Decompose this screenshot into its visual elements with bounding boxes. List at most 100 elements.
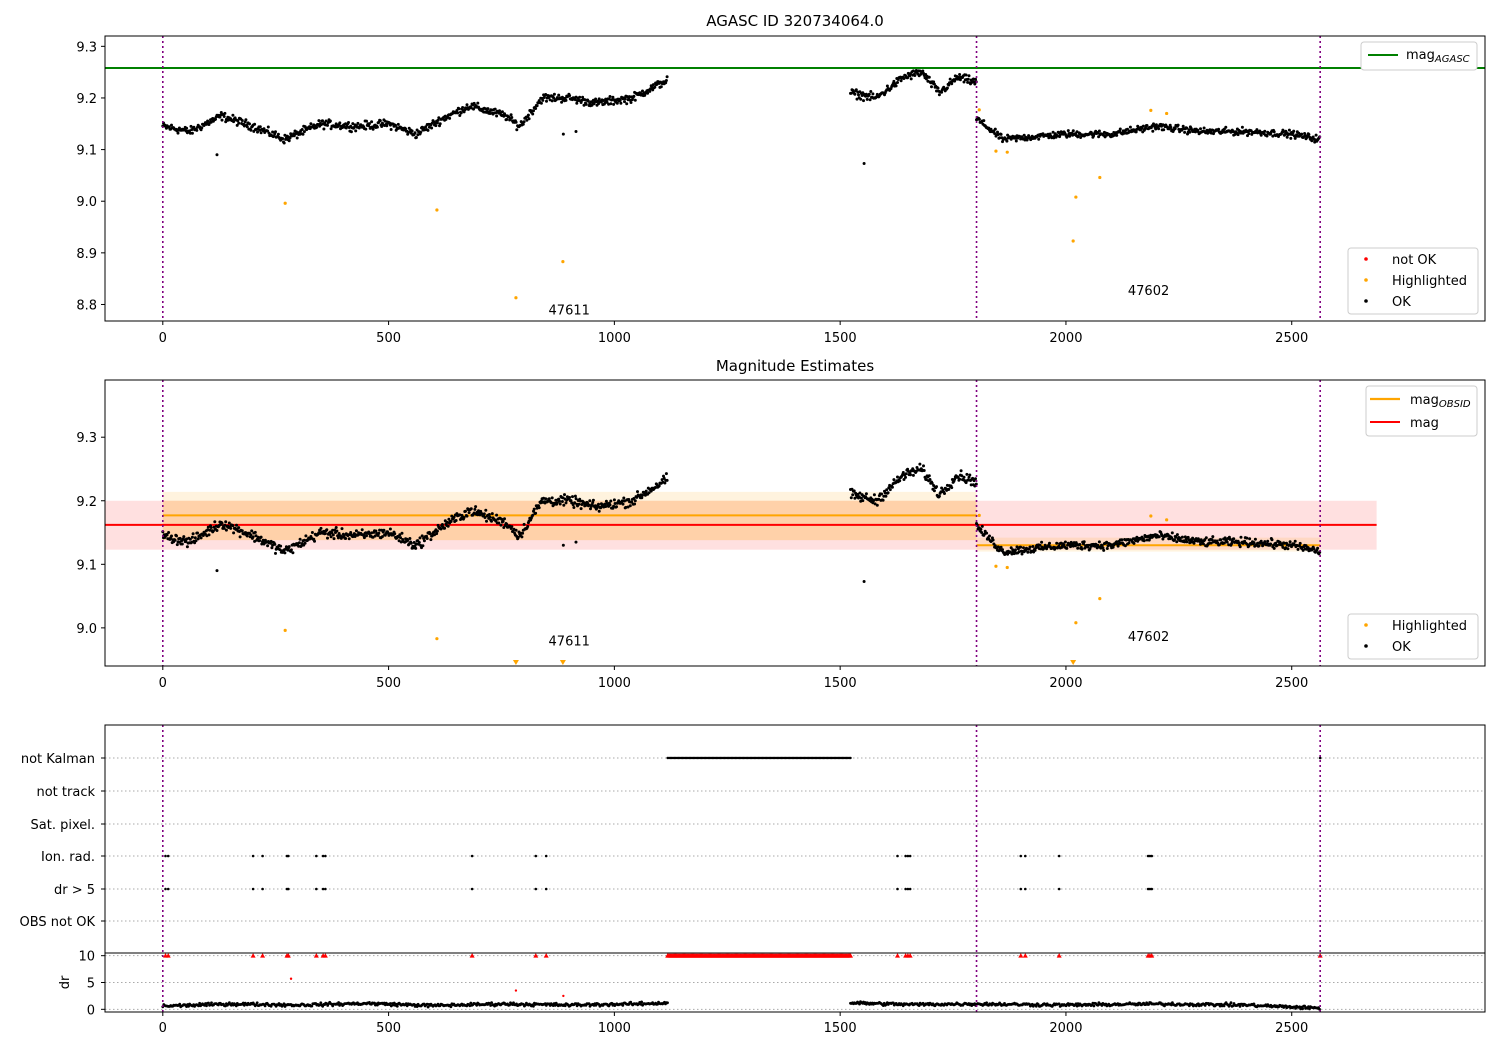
- flag-point: [544, 854, 548, 858]
- dr-point: [1308, 1007, 1311, 1011]
- ok-point: [641, 493, 644, 497]
- ok-point: [873, 502, 877, 506]
- flag-point: [470, 887, 474, 891]
- ok-point: [266, 544, 270, 548]
- ok-point: [259, 131, 263, 135]
- ok-point: [505, 118, 509, 121]
- dr-capped-marker: [1056, 953, 1062, 958]
- ok-point: [557, 93, 561, 97]
- dr-point: [574, 1002, 578, 1005]
- flag-point: [166, 854, 170, 858]
- x-tick-label: 1000: [598, 1021, 631, 1036]
- ok-point: [998, 136, 1002, 140]
- ok-point: [550, 99, 554, 103]
- ok-point: [544, 497, 548, 501]
- flag-point: [1146, 854, 1150, 858]
- ok-point: [345, 124, 349, 128]
- ok-point: [438, 122, 442, 126]
- ok-point: [545, 99, 548, 103]
- ok-point: [571, 495, 574, 499]
- ok-point: [609, 102, 613, 106]
- ok-point: [880, 492, 884, 496]
- ok-point: [872, 493, 876, 497]
- dr-tick-label: 0: [87, 1003, 95, 1018]
- ok-point: [644, 489, 648, 493]
- dr-point: [917, 1004, 921, 1007]
- ok-point: [1259, 133, 1263, 137]
- ok-point: [465, 514, 469, 518]
- ok-point: [326, 123, 329, 127]
- ok-point: [516, 535, 520, 539]
- ok-point: [439, 527, 443, 531]
- ok-point: [232, 120, 236, 124]
- ok-point: [935, 485, 938, 489]
- y-tick-label: 9.2: [76, 92, 97, 107]
- ok-point: [653, 85, 657, 89]
- dr-capped-marker: [895, 953, 901, 958]
- ok-point: [199, 536, 203, 540]
- dr-point: [1238, 1005, 1242, 1008]
- ok-point: [612, 498, 616, 502]
- ok-point: [1097, 129, 1101, 133]
- ok-point: [962, 475, 966, 479]
- ok-point: [969, 483, 973, 487]
- ok-point: [928, 478, 932, 481]
- dr-capped-marker: [907, 953, 913, 958]
- ok-point: [1123, 131, 1127, 135]
- ok-point: [1037, 137, 1041, 141]
- ok-point: [620, 499, 624, 503]
- ok-point: [854, 88, 858, 92]
- ok-point: [170, 123, 173, 127]
- dr-point: [1301, 1007, 1304, 1011]
- ok-point: [1222, 541, 1226, 545]
- x-tick-label: 2000: [1049, 1021, 1082, 1036]
- ok-point: [1202, 126, 1206, 130]
- ok-point: [465, 103, 469, 107]
- ok-point: [1082, 540, 1086, 544]
- ok-point: [356, 121, 360, 125]
- ok-point: [342, 534, 346, 538]
- ok-point: [1239, 535, 1243, 539]
- ok-point: [375, 125, 379, 129]
- dr-point: [1034, 1004, 1038, 1008]
- ok-point: [558, 502, 562, 506]
- ok-point: [1038, 543, 1042, 547]
- ok-point: [1118, 127, 1122, 131]
- ok-point: [357, 126, 361, 130]
- ok-point: [1066, 129, 1070, 133]
- ok-point: [586, 99, 590, 103]
- ok-point: [251, 535, 255, 539]
- ok-point: [568, 496, 572, 499]
- ok-point: [940, 90, 944, 94]
- x-tick-label: 1500: [824, 331, 857, 346]
- flag-point: [321, 854, 325, 858]
- ok-point: [1208, 128, 1212, 132]
- highlighted-point: [1005, 150, 1009, 154]
- ok-point: [664, 472, 668, 476]
- ok-point: [1183, 130, 1187, 134]
- ok-point: [993, 127, 997, 131]
- ok-point: [1301, 548, 1305, 552]
- dr-point: [207, 1001, 210, 1005]
- ok-point: [569, 499, 573, 503]
- ok-point: [249, 128, 253, 132]
- dr-capped-marker: [250, 953, 256, 958]
- ok-point: [901, 471, 905, 474]
- ok-point: [915, 466, 919, 469]
- ok-point: [474, 505, 478, 509]
- ok-point: [188, 537, 192, 541]
- ok-point: [633, 499, 637, 503]
- ok-point: [1296, 547, 1300, 551]
- ok-point: [388, 527, 392, 531]
- observation-label: 47602: [1128, 630, 1169, 645]
- legend-label-mag: mag: [1410, 416, 1439, 431]
- dr-point: [395, 1004, 399, 1008]
- ok-point: [283, 551, 287, 555]
- dr-capped-marker: [165, 953, 171, 958]
- flag-point: [849, 756, 852, 760]
- ok-point: [188, 131, 192, 135]
- ok-point: [531, 112, 535, 116]
- ok-point: [1257, 544, 1261, 548]
- ok-point: [857, 93, 860, 97]
- ok-point: [602, 99, 605, 102]
